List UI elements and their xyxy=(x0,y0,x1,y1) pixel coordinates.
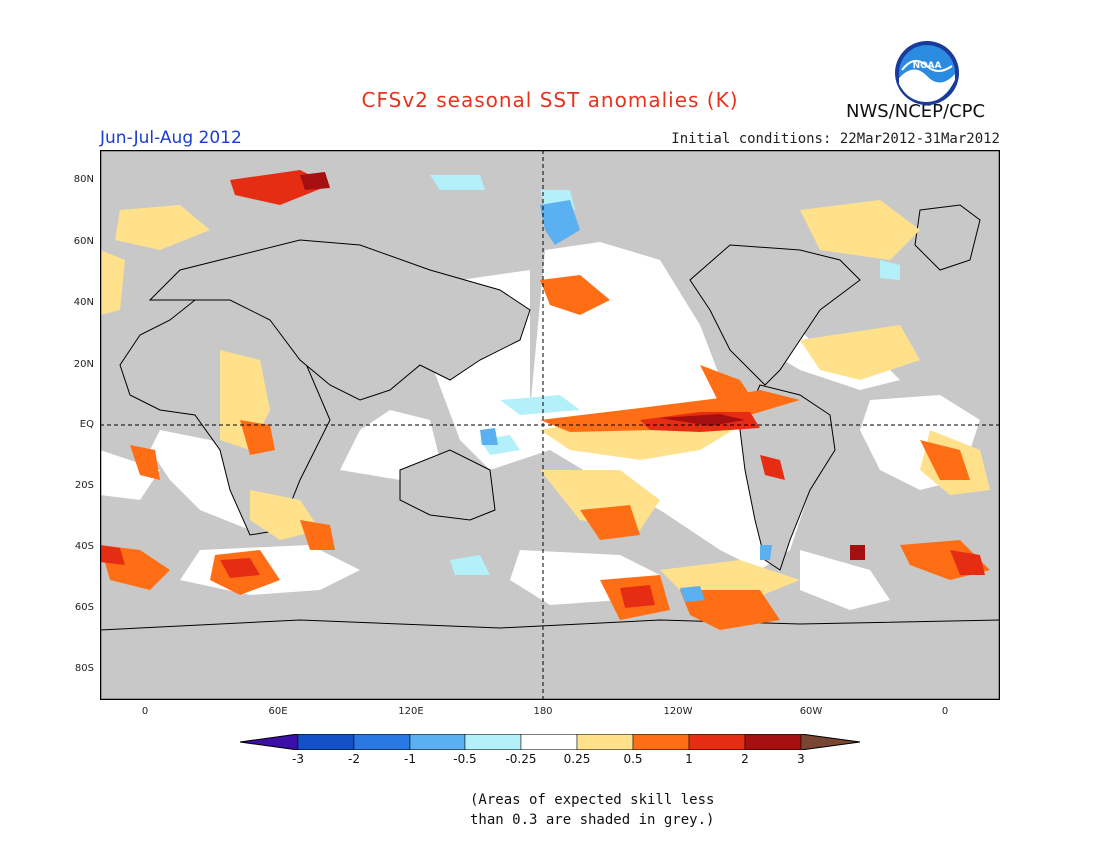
lat-label: EQ xyxy=(79,419,94,430)
colorbar-tick-label: -1 xyxy=(404,752,416,766)
skill-note: (Areas of expected skill less than 0.3 a… xyxy=(470,790,730,830)
lon-label: 60W xyxy=(799,706,823,717)
colorbar-segment xyxy=(409,734,466,750)
colorbar-segment xyxy=(464,734,522,750)
anomaly-patches xyxy=(100,170,990,630)
sst-anomaly-map: 80N 60N 40N 20N EQ 20S 40S 60S 80S 0 60E… xyxy=(74,149,1001,717)
lat-label: 40N xyxy=(73,297,94,308)
greenland xyxy=(914,204,981,271)
colorbar-tick-label: 2 xyxy=(741,752,749,766)
lat-label: 20S xyxy=(74,480,94,491)
lon-label: 120W xyxy=(663,706,693,717)
initial-conditions-label: Initial conditions: 22Mar2012-31Mar2012 xyxy=(671,131,1000,147)
colorbar-segment xyxy=(520,734,578,750)
colorbar-tick-label: -2 xyxy=(348,752,360,766)
skill-note-line: (Areas of expected skill less xyxy=(470,792,715,808)
map-title: CFSv2 seasonal SST anomalies (K) xyxy=(361,88,739,112)
australia xyxy=(399,449,496,521)
antarctica xyxy=(99,619,1001,701)
continent-outlines xyxy=(99,204,1001,701)
colorbar-tick-label: 1 xyxy=(685,752,693,766)
colorbar-segment xyxy=(353,734,411,750)
lon-label: 120E xyxy=(398,706,424,717)
colorbar-tick-label: 3 xyxy=(797,752,805,766)
map-frame xyxy=(99,149,1001,701)
colorbar-segment xyxy=(576,734,634,750)
colorbar-segment xyxy=(632,734,690,750)
agency-label: NWS/NCEP/CPC xyxy=(846,101,986,122)
colorbar-tick-label: -0.5 xyxy=(453,752,477,766)
lon-label: 0 xyxy=(941,706,949,717)
colorbar-tick-label: 0.5 xyxy=(623,752,643,766)
colorbar-segment xyxy=(688,734,746,750)
lon-label: 60E xyxy=(268,706,288,717)
colorbar-segment xyxy=(240,734,299,750)
lat-label: 20N xyxy=(73,359,94,370)
noaa-logo: NOAA xyxy=(895,41,959,105)
season-label: Jun-Jul-Aug 2012 xyxy=(100,128,242,148)
lat-label: 40S xyxy=(74,541,94,552)
map-canvas xyxy=(99,149,1001,701)
south-america xyxy=(739,384,836,571)
colorbar xyxy=(240,734,860,750)
colorbar-tick-label: 0.25 xyxy=(563,752,591,766)
north-america xyxy=(689,244,861,386)
lat-label: 80S xyxy=(74,663,94,674)
lat-label: 60S xyxy=(74,602,94,613)
colorbar-segment xyxy=(297,734,355,750)
lon-label: 0 xyxy=(141,706,149,717)
colorbar-tick-label: -0.25 xyxy=(505,752,537,766)
lat-label: 80N xyxy=(73,174,94,185)
eurasia xyxy=(148,239,531,401)
lon-label: 180 xyxy=(533,706,553,717)
colorbar-segment xyxy=(800,734,860,750)
colorbar-segment xyxy=(744,734,802,750)
skill-note-line: than 0.3 are shaded in grey.) xyxy=(470,812,715,828)
colorbar-tick-label: -3 xyxy=(292,752,304,766)
lat-label: 60N xyxy=(73,236,94,247)
logo-text: NOAA xyxy=(913,61,942,71)
